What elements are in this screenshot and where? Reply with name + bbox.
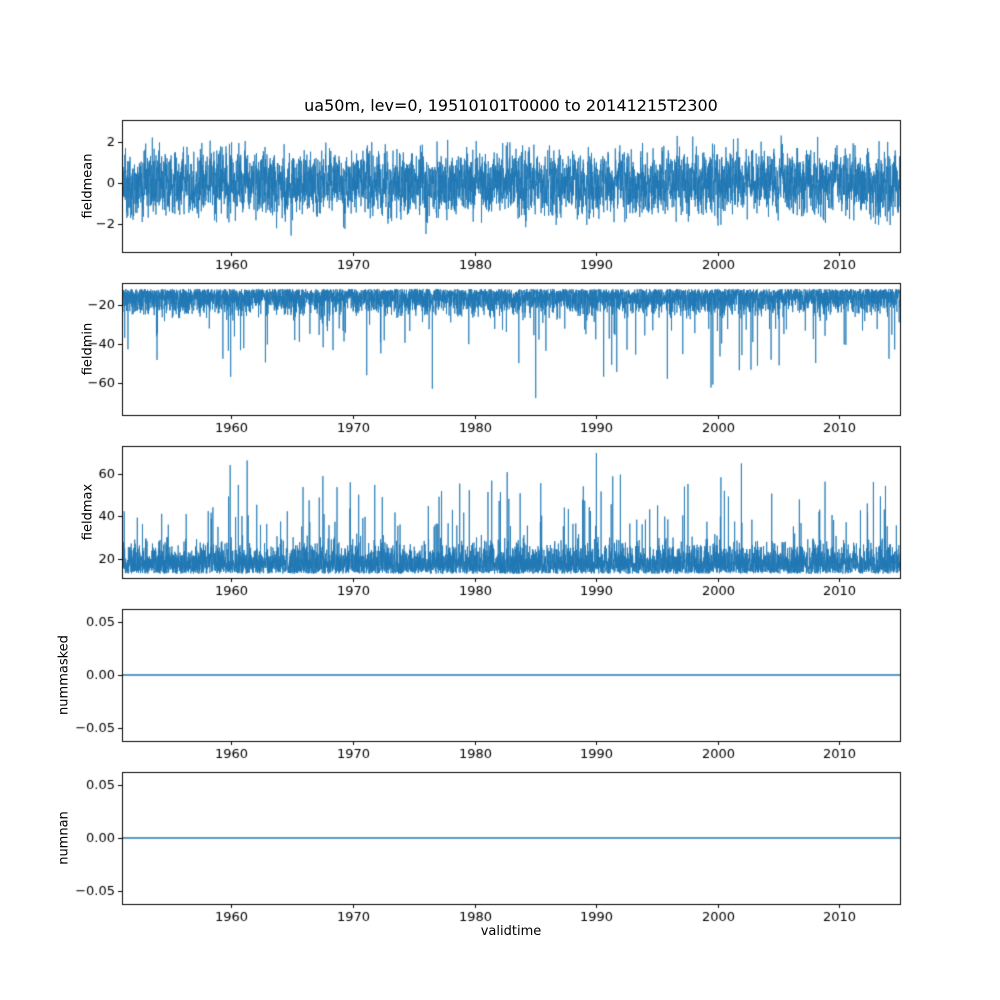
chart-title: ua50m, lev=0, 19510101T0000 to 20141215T… bbox=[304, 96, 718, 115]
ylabel-fieldmean: fieldmean bbox=[80, 153, 96, 219]
ylabel-fieldmin: fieldmin bbox=[80, 322, 96, 376]
ylabel-fieldmax: fieldmax bbox=[80, 483, 96, 541]
ylabel-numnan: numnan bbox=[56, 811, 72, 865]
xlabel-validtime: validtime bbox=[480, 924, 542, 939]
ylabel-nummasked: nummasked bbox=[56, 635, 72, 715]
